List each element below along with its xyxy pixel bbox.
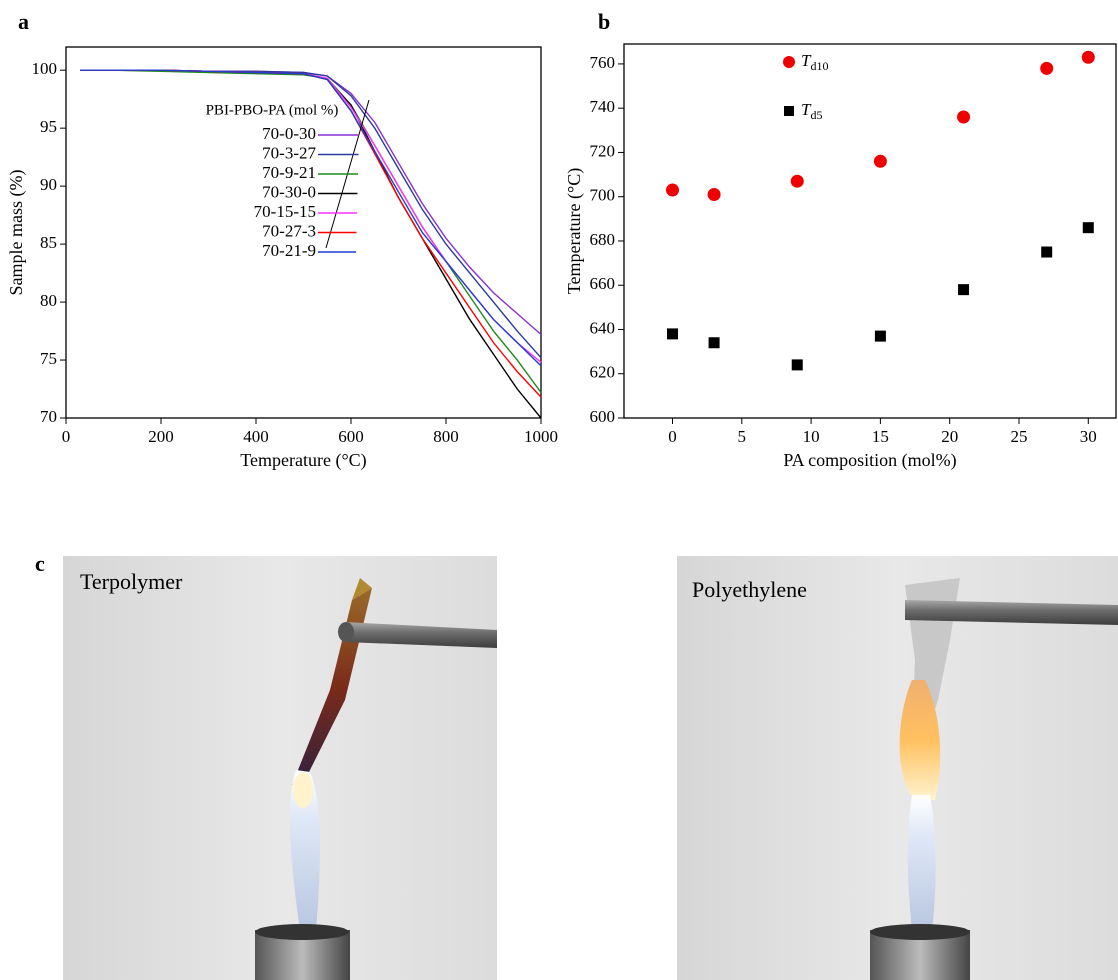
photo-terpolymer [63, 556, 497, 980]
x-tick-label: 15 [872, 427, 889, 446]
data-point [667, 328, 679, 340]
data-line [80, 69, 542, 367]
data-point [708, 337, 720, 349]
data-point [958, 284, 970, 296]
x-axis-title: PA composition (mol%) [783, 450, 956, 471]
y-tick-label: 720 [590, 141, 616, 160]
y-tick-label: 70 [40, 407, 57, 426]
x-tick-label: 200 [148, 427, 174, 446]
x-axis-title: Temperature (°C) [240, 450, 366, 471]
data-point [1081, 50, 1095, 64]
y-tick-label: 620 [590, 363, 616, 382]
x-tick-label: 400 [243, 427, 269, 446]
y-tick-label: 700 [590, 186, 616, 205]
y-tick-label: 100 [32, 59, 58, 78]
legend-label: 70-30-0 [262, 182, 316, 201]
x-tick-label: 5 [738, 427, 747, 446]
x-tick-label: 800 [433, 427, 459, 446]
data-point [957, 110, 971, 124]
panel-label: b [598, 9, 610, 34]
y-tick-label: 640 [590, 318, 616, 337]
photo-label: Polyethylene [692, 577, 807, 602]
y-tick-label: 660 [590, 274, 616, 293]
data-point [1082, 222, 1094, 234]
data-point [873, 154, 887, 168]
legend-label: 70-9-21 [262, 163, 316, 182]
data-point [1041, 246, 1053, 258]
data-point [666, 183, 680, 197]
legend-label: 70-0-30 [262, 124, 316, 143]
x-tick-label: 25 [1010, 427, 1027, 446]
x-tick-label: 10 [803, 427, 820, 446]
y-tick-label: 600 [590, 407, 616, 426]
legend-label: Td10 [801, 51, 828, 73]
y-tick-label: 95 [40, 117, 57, 136]
x-tick-label: 0 [62, 427, 71, 446]
plot-frame [623, 43, 1117, 419]
legend-label: Td5 [801, 100, 822, 122]
legend-label: 70-3-27 [262, 143, 316, 162]
data-point [874, 330, 886, 342]
data-point [1040, 61, 1054, 75]
y-tick-label: 740 [590, 97, 616, 116]
plot-frame [65, 46, 542, 419]
legend-label: 70-21-9 [262, 241, 316, 260]
x-tick-label: 600 [338, 427, 364, 446]
panel-label: c [35, 551, 45, 576]
y-tick-label: 85 [40, 233, 57, 252]
data-point [790, 174, 804, 188]
y-tick-label: 680 [590, 230, 616, 249]
photo-polyethylene [677, 556, 1118, 980]
data-point [791, 359, 803, 371]
y-tick-label: 80 [40, 291, 57, 310]
y-tick-label: 90 [40, 175, 57, 194]
x-tick-label: 20 [941, 427, 958, 446]
y-tick-label: 75 [40, 349, 57, 368]
panel-label: a [18, 9, 29, 34]
y-axis-title: Sample mass (%) [6, 170, 27, 296]
x-tick-label: 1000 [524, 427, 558, 446]
x-tick-label: 0 [668, 427, 677, 446]
legend-label: 70-27-3 [262, 221, 316, 240]
legend-title: PBI-PBO-PA (mol %) [206, 102, 339, 118]
legend-marker [783, 56, 795, 68]
y-axis-title: Temperature (°C) [564, 168, 585, 294]
photo-label: Terpolymer [80, 569, 183, 594]
legend-marker [784, 106, 794, 116]
x-tick-label: 30 [1080, 427, 1097, 446]
data-point [707, 187, 721, 201]
y-tick-label: 760 [590, 53, 616, 72]
legend-label: 70-15-15 [254, 202, 316, 221]
